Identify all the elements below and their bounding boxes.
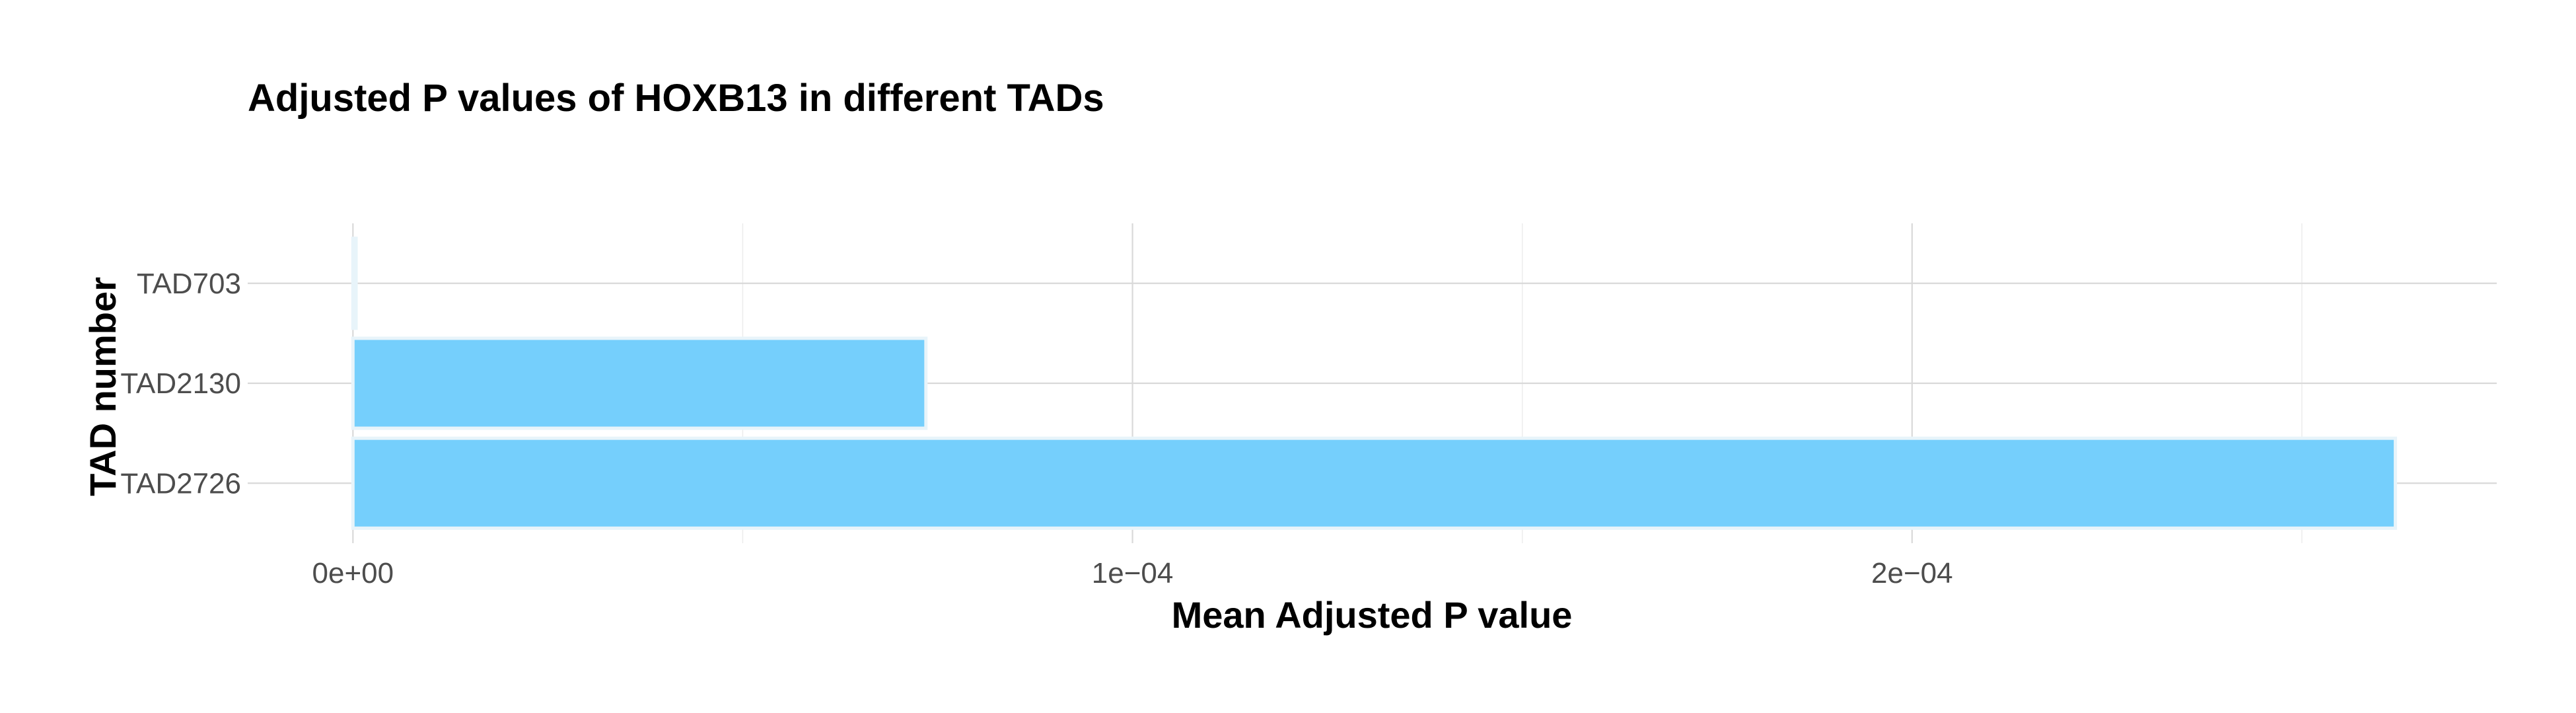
x-tick-label: 1e−04 — [1092, 557, 1174, 589]
x-tick-label: 0e+00 — [312, 557, 394, 589]
x-axis-title: Mean Adjusted P value — [1172, 594, 1573, 636]
y-tick-label: TAD2726 — [120, 467, 241, 500]
x-tick-labels: 0e+00 1e−04 2e−04 — [312, 557, 1953, 589]
y-tick-label: TAD2130 — [120, 367, 241, 400]
x-tick-label: 2e−04 — [1871, 557, 1953, 589]
bar-tad703 — [351, 237, 358, 330]
bar-tad2726 — [351, 436, 2398, 530]
y-axis-title: TAD number — [82, 277, 124, 496]
chart-title: Adjusted P values of HOXB13 in different… — [248, 77, 1104, 120]
bars — [351, 237, 2398, 530]
y-tick-label: TAD703 — [137, 268, 241, 300]
bar-tad2130 — [351, 336, 928, 430]
y-tick-labels: TAD703 TAD2130 TAD2726 — [120, 268, 241, 500]
